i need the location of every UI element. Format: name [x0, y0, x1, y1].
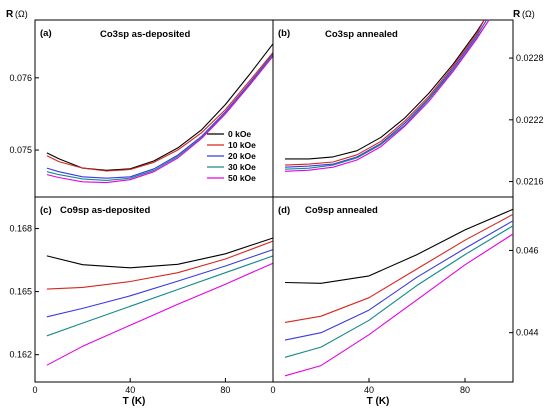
legend-item-label: 0 kOe: [228, 129, 251, 139]
panel-d-series-line: [284, 225, 514, 358]
left-axis-label: R: [6, 9, 14, 20]
panel-c-series-line: [46, 249, 274, 318]
panel-b-y-tick-label: 0.0222: [516, 115, 544, 125]
panel-d-y-ticks: 0.044 0.046: [509, 245, 539, 338]
panel-b-series-line: [284, 19, 485, 166]
panel-d-y-tick-label: 0.046: [516, 245, 539, 255]
panel-a-series: [46, 43, 274, 184]
panel-d-series-line: [284, 208, 514, 284]
panel-d-y-tick-label: 0.044: [516, 328, 539, 338]
legend-item-label: 20 kOe: [228, 151, 256, 161]
panel-d-x-tick-label: 40: [364, 385, 374, 395]
panel-b-series-line: [284, 19, 490, 172]
panel-c-series: [46, 237, 274, 366]
panel-a-series-line: [46, 55, 274, 184]
panel-c-series-line: [46, 240, 274, 290]
legend-item-label: 10 kOe: [228, 140, 256, 150]
legend-item-label: 30 kOe: [228, 162, 256, 172]
panel-c-x-tick-label: 40: [125, 385, 135, 395]
panel-a-label: (a): [40, 28, 52, 39]
panel-b-series: [284, 19, 490, 172]
panel-b-series-line: [284, 19, 488, 168]
panel-a-y-tick-label: 0.075: [9, 145, 32, 155]
panel-d-title: Co9sp annealed: [305, 205, 378, 216]
panel-d-frame: [272, 196, 514, 383]
panel-c-y-tick-label: 0.162: [9, 350, 32, 360]
x-axis-label-right: T (K): [367, 396, 390, 407]
panel-c-x-ticks: 0 40 80: [32, 378, 230, 395]
panel-c-y-tick-label: 0.168: [9, 224, 32, 234]
panel-d: (d) Co9sp annealed 0.044 0.046 0 40 80: [270, 196, 539, 395]
panel-b-y-tick-label: 0.0228: [516, 53, 544, 63]
panel-d-series-line: [284, 233, 514, 377]
panel-a-y-tick-label: 0.076: [9, 73, 32, 83]
left-axis-unit: (Ω): [15, 9, 28, 19]
panel-b: (b) Co3sp annealed 0.0216 0.0222 0.0228: [272, 19, 544, 198]
panel-c-x-tick-label: 80: [220, 385, 230, 395]
panel-a-series-line: [46, 53, 274, 179]
panel-b-series-line: [285, 19, 485, 160]
panel-b-title: Co3sp annealed: [325, 29, 398, 40]
right-axis-unit: (Ω): [522, 9, 535, 19]
panel-d-series-line: [284, 213, 514, 323]
panel-c-x-tick-label: 0: [32, 385, 37, 395]
panel-c-y-ticks: 0.162 0.165 0.168: [9, 224, 39, 360]
panel-a-y-ticks: 0.075 0.076: [9, 73, 39, 155]
panel-d-series: [284, 208, 514, 377]
panel-c-series-line: [46, 262, 274, 366]
panel-d-series-line: [284, 220, 514, 341]
legend-item-label: 50 kOe: [228, 173, 256, 183]
x-axis-label-left: T (K): [123, 396, 146, 407]
panel-d-x-ticks: 0 40 80: [270, 378, 470, 395]
panel-d-x-tick-label: 80: [460, 385, 470, 395]
panel-d-x-tick-label: 0: [270, 385, 275, 395]
panel-c-frame: [34, 196, 274, 383]
panel-c-y-tick-label: 0.165: [9, 287, 32, 297]
panel-a-series-line: [46, 52, 274, 172]
panel-c: (c) Co9sp as-deposited 0.162 0.165 0.168 0…: [9, 196, 274, 395]
panel-c-label: (c): [40, 205, 52, 216]
panel-c-series-line: [46, 255, 274, 337]
panel-c-title: Co9sp as-deposited: [60, 205, 150, 216]
panel-a-title: Co3sp as-deposited: [100, 29, 190, 40]
panel-c-series-line: [46, 237, 274, 269]
panel-d-label: (d): [278, 205, 290, 216]
panel-b-series-line: [284, 19, 490, 170]
panel-b-y-tick-label: 0.0216: [516, 177, 544, 187]
right-axis-label: R: [513, 9, 521, 20]
panel-b-label: (b): [278, 28, 290, 39]
panel-a-series-line: [46, 43, 274, 171]
panel-b-y-ticks: 0.0216 0.0222 0.0228: [509, 53, 544, 187]
